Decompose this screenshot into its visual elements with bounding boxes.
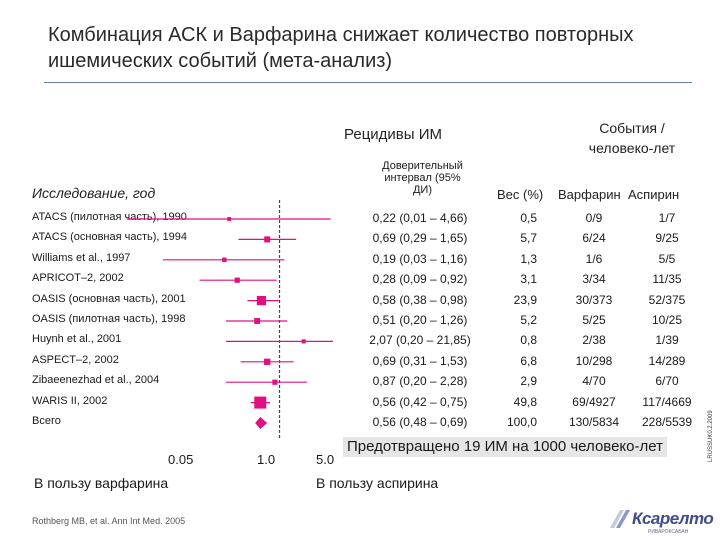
weight-value: 5,7 bbox=[520, 231, 537, 246]
ci-value: 0,56 (0,42 – 0,75) bbox=[372, 394, 468, 409]
aspirin-events: 10/25 bbox=[651, 313, 683, 327]
weight-value: 49,8 bbox=[513, 394, 537, 409]
point-estimate-marker bbox=[227, 217, 232, 221]
warfarin-events: 4/70 bbox=[582, 374, 606, 389]
aspirin-events: 6/70 bbox=[655, 374, 679, 389]
ci-value: 0,87 (0,20 – 2,28) bbox=[372, 374, 468, 389]
weight-value: 3,1 bbox=[520, 272, 537, 287]
study-name: Williams et al., 1997 bbox=[32, 251, 131, 264]
point-estimate-marker bbox=[256, 295, 267, 306]
point-estimate-marker bbox=[264, 236, 271, 243]
callout-box: Предотвращено 19 ИМ на 1000 человеко-лет bbox=[343, 437, 667, 457]
brand-logo: Кcарелто РИВАРОКСАБАН bbox=[608, 505, 714, 535]
point-estimate-marker bbox=[234, 277, 240, 283]
point-estimate-marker bbox=[272, 379, 278, 385]
document-code: LRUSSUK0.2.2009 bbox=[708, 410, 714, 462]
study-name: Всего bbox=[32, 415, 61, 427]
study-name: ASPECT–2, 2002 bbox=[32, 353, 119, 366]
page-title: Комбинация АСК и Варфарина снижает колич… bbox=[48, 24, 634, 72]
aspirin-events: 228/5539 bbox=[641, 415, 693, 429]
weight-value: 2,9 bbox=[520, 374, 537, 389]
warfarin-events: 0/9 bbox=[585, 211, 603, 225]
citation: Rothberg MB, et al. Ann Int Med. 2005 bbox=[32, 516, 186, 526]
point-estimate-marker bbox=[222, 257, 227, 263]
aspirin-events: 14/289 bbox=[648, 353, 686, 368]
warfarin-events: 69/4927 bbox=[572, 394, 616, 409]
study-name: Huynh et al., 2001 bbox=[32, 333, 122, 346]
tick-label-0-05: 0.05 bbox=[168, 452, 194, 467]
warfarin-events: 30/373 bbox=[575, 292, 613, 307]
point-estimate-marker bbox=[254, 318, 261, 324]
warfarin-events: 2/38 bbox=[582, 333, 606, 348]
point-estimate-marker bbox=[254, 396, 267, 409]
favor-warfarin-label: В пользу варфарина bbox=[34, 475, 169, 491]
weight-value: 0,8 bbox=[520, 333, 537, 348]
aspirin-events: 117/4669 bbox=[642, 394, 692, 409]
logo-wordmark: Кcарелто bbox=[632, 509, 714, 528]
aspirin-events: 1/7 bbox=[658, 211, 676, 225]
weight-value: 23,9 bbox=[513, 292, 537, 307]
ci-value: 0,69 (0,29 – 1,65) bbox=[372, 231, 468, 246]
study-name: ATACS (основная часть), 1994 bbox=[32, 231, 187, 244]
ci-value: 2,07 (0,20 – 21,85) bbox=[369, 333, 471, 348]
warfarin-events: 10/298 bbox=[575, 353, 613, 368]
aspirin-events: 9/25 bbox=[655, 231, 679, 246]
ci-value: 0,58 (0,38 – 0,98) bbox=[372, 292, 468, 307]
point-estimate-marker bbox=[264, 358, 271, 365]
warfarin-events: 6/24 bbox=[582, 231, 606, 246]
aspirin-heading: Аспирин bbox=[628, 187, 680, 202]
warfarin-events: 1/6 bbox=[585, 251, 603, 266]
weight-value: 0,5 bbox=[520, 211, 537, 225]
summary-diamond bbox=[255, 417, 268, 429]
logo-icon bbox=[610, 510, 630, 528]
study-name: OASIS (основная часть), 2001 bbox=[32, 292, 186, 305]
ci-value: 0,56 (0,48 – 0,69) bbox=[372, 415, 468, 429]
weight-heading: Вес (%) bbox=[497, 187, 544, 202]
tick-label-1-0: 1.0 bbox=[257, 452, 276, 467]
panel-heading: Рецидивы ИМ bbox=[344, 126, 442, 143]
title-divider bbox=[44, 82, 692, 83]
weight-value: 1,3 bbox=[520, 251, 537, 266]
favor-aspirin-label: В пользу аспирина bbox=[316, 475, 439, 491]
weight-value: 6,8 bbox=[520, 353, 537, 368]
tick-label-5-0: 5.0 bbox=[316, 452, 335, 467]
weight-value: 100,0 bbox=[506, 415, 537, 429]
study-heading: Исследование, год bbox=[32, 185, 156, 201]
events-heading: События / человеко-лет bbox=[588, 120, 676, 156]
ci-value: 0,22 (0,01 – 4,66) bbox=[372, 211, 468, 225]
ci-heading: Доверительный интервал (95% ДИ) bbox=[382, 160, 463, 196]
warfarin-events: 3/34 bbox=[582, 272, 606, 287]
weight-value: 5,2 bbox=[520, 313, 537, 327]
study-name: OASIS (пилотная часть), 1998 bbox=[32, 313, 186, 325]
aspirin-events: 1/39 bbox=[655, 333, 679, 348]
warfarin-events: 5/25 bbox=[582, 313, 606, 327]
study-name: APRICOT–2, 2002 bbox=[32, 272, 124, 285]
aspirin-events: 52/375 bbox=[648, 292, 686, 307]
ci-value: 0,51 (0,20 – 1,26) bbox=[372, 313, 468, 327]
study-name: ATACS (пилотная часть), 1990 bbox=[32, 211, 187, 223]
ci-value: 0,28 (0,09 – 0,92) bbox=[372, 272, 468, 287]
aspirin-events: 5/5 bbox=[658, 251, 676, 266]
study-name: Zibaeenezhad et al., 2004 bbox=[32, 374, 160, 387]
ci-value: 0,69 (0,31 – 1,53) bbox=[372, 353, 468, 368]
warfarin-events: 130/5834 bbox=[568, 415, 620, 429]
ci-value: 0,19 (0,03 – 1,16) bbox=[372, 251, 468, 266]
study-name: WARIS II, 2002 bbox=[32, 394, 108, 407]
logo-subtitle: РИВАРОКСАБАН bbox=[648, 529, 689, 535]
warfarin-heading: Варфарин bbox=[558, 187, 621, 202]
point-estimate-marker bbox=[301, 339, 306, 344]
aspirin-events: 11/35 bbox=[652, 272, 682, 287]
